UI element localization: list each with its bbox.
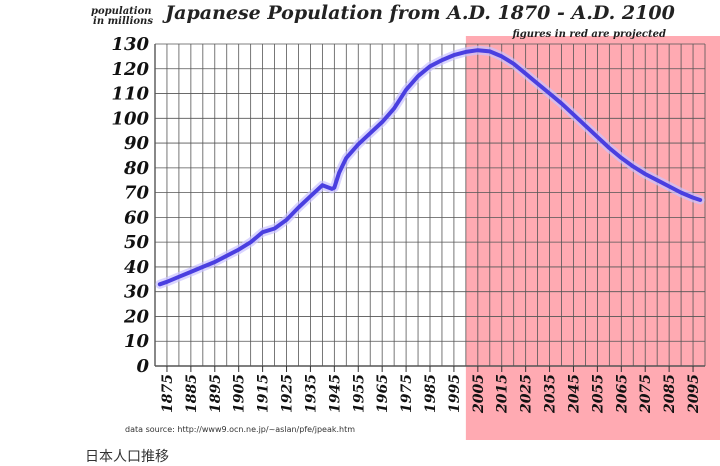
- x-tick-label: 1985: [423, 374, 439, 413]
- y-tick-label: 90: [124, 133, 150, 154]
- x-tick-label: 2065: [614, 374, 630, 414]
- x-tick-label: 1905: [232, 374, 248, 413]
- x-tick-label: 2085: [662, 374, 678, 414]
- y-axis-ticks: 0 10 20 30 40 50 60 70 80 90 100 110 120 130: [111, 34, 149, 377]
- grid: [154, 43, 706, 367]
- projection-note: figures in red are projected: [512, 29, 667, 40]
- projection-region: [465, 36, 720, 440]
- caption: 日本人口推移: [85, 449, 169, 465]
- x-tick-label: 1995: [447, 374, 463, 413]
- y-tick-label: 80: [123, 158, 150, 179]
- y-tick-label: 10: [124, 331, 150, 352]
- x-tick-label: 1895: [208, 374, 224, 413]
- y-tick-label: 40: [124, 257, 150, 278]
- x-axis-ticks: 1875 1885 1895 1905 1915 1925 1935 1945 1955 1965…: [160, 366, 702, 414]
- y-tick-label: 120: [111, 59, 149, 80]
- x-tick-label: 1935: [303, 374, 319, 413]
- y-axis-label: population in millions: [91, 6, 155, 27]
- x-tick-label: 2045: [566, 374, 582, 414]
- y-tick-label: 50: [124, 232, 150, 253]
- y-tick-label: 0: [136, 356, 149, 377]
- x-tick-label: 2095: [686, 374, 702, 414]
- x-tick-label: 1965: [375, 374, 391, 413]
- x-tick-label: 1885: [184, 374, 200, 413]
- x-tick-label: 1945: [327, 374, 343, 413]
- y-tick-label: 100: [111, 108, 149, 129]
- x-tick-label: 1925: [280, 374, 296, 413]
- x-tick-label: 1955: [351, 374, 367, 413]
- x-tick-label: 1875: [160, 374, 176, 413]
- x-tick-label: 2015: [495, 374, 511, 414]
- y-tick-label: 60: [124, 207, 150, 228]
- y-tick-label: 20: [123, 306, 150, 327]
- series-line: [157, 48, 703, 287]
- x-tick-label: 1915: [256, 374, 272, 413]
- x-tick-label: 2035: [543, 374, 559, 414]
- line-series: [155, 45, 705, 289]
- population-chart: 0 10 20 30 40 50 60 70 80 90 100 110 120 130 1875 1885…: [91, 2, 720, 440]
- x-tick-label: 1975: [399, 374, 415, 413]
- y-tick-label: 30: [124, 282, 150, 303]
- chart-title: Japanese Population from A.D. 1870 - A.D…: [162, 2, 675, 24]
- x-tick-label: 2075: [638, 374, 654, 414]
- y-tick-label: 70: [124, 183, 150, 204]
- y-tick-label: 110: [111, 84, 149, 105]
- y-tick-label: 130: [111, 34, 149, 55]
- data-source: data source: http://www9.ocn.ne.jp/~asla…: [125, 425, 355, 434]
- x-tick-label: 2005: [471, 374, 487, 414]
- x-tick-label: 2025: [519, 374, 535, 414]
- x-tick-label: 2055: [590, 374, 606, 414]
